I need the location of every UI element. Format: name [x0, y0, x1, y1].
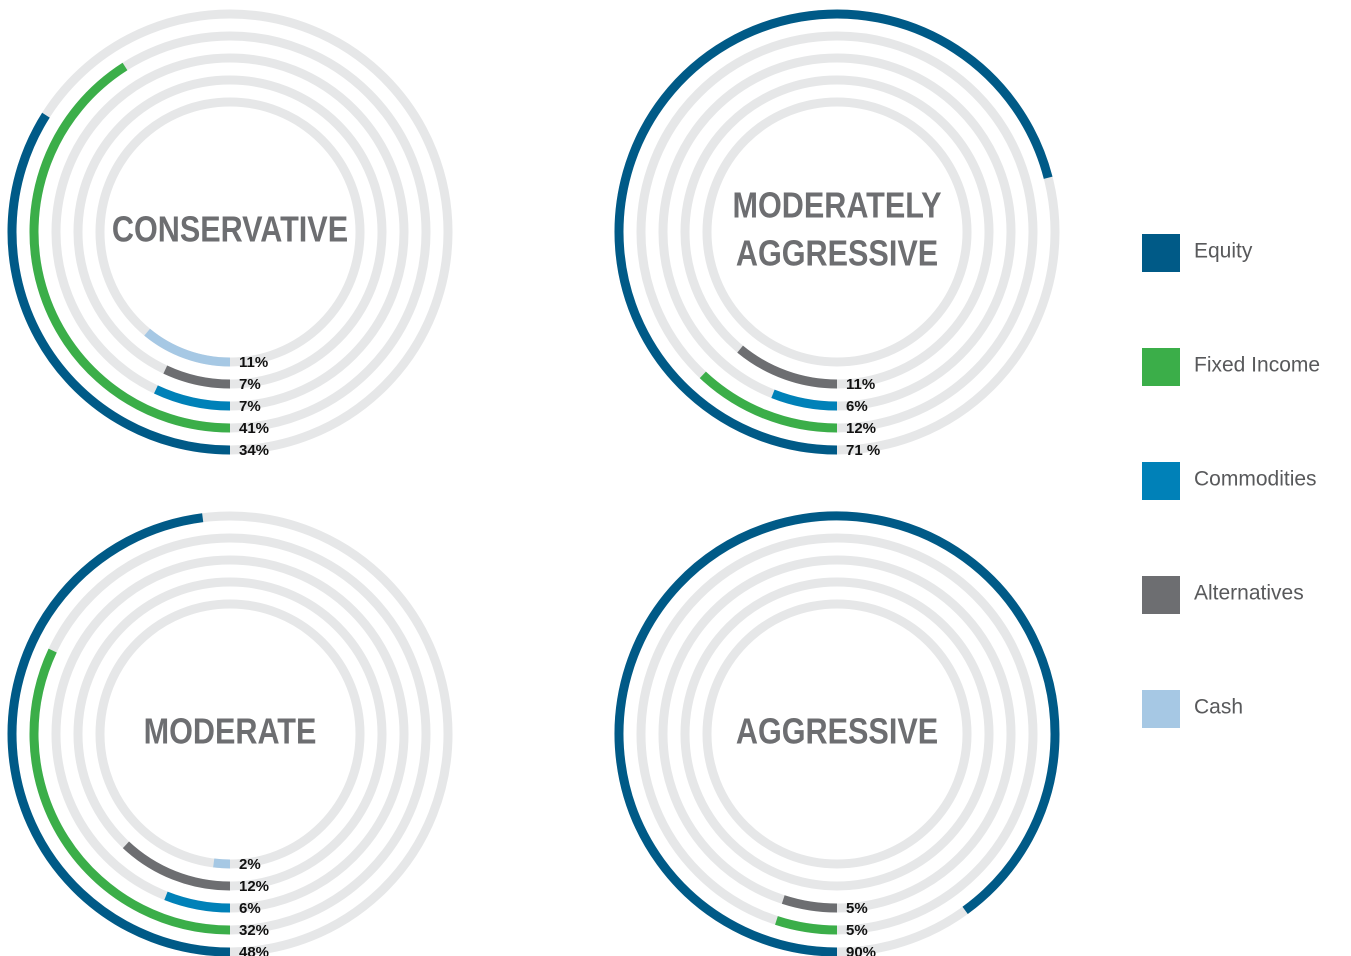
ring-track	[702, 97, 972, 367]
radial-bar	[614, 511, 1060, 956]
radial-bar	[29, 62, 231, 433]
ring-track	[680, 577, 994, 891]
radial-bar	[614, 9, 1053, 455]
radial-bar	[7, 513, 231, 956]
value-label: 11%	[846, 376, 875, 393]
legend-label: Alternatives	[1194, 582, 1304, 605]
radial-bar	[7, 112, 231, 455]
radial-bar	[144, 328, 231, 367]
radial-bar	[213, 858, 231, 869]
chart-title: MODERATELY	[732, 186, 941, 226]
radial-bar	[122, 841, 231, 891]
ring-track	[658, 53, 1016, 411]
chart-title: CONSERVATIVE	[112, 210, 348, 250]
value-label: 12%	[846, 420, 876, 437]
legend-swatch	[1142, 348, 1180, 386]
value-label: 34%	[239, 442, 269, 459]
chart-title: MODERATE	[144, 712, 317, 752]
radial-bar	[737, 345, 838, 389]
chart-title: AGGRESSIVE	[736, 712, 938, 752]
ring-track	[702, 599, 972, 869]
legend-label: Fixed Income	[1194, 354, 1320, 377]
ring-track	[680, 75, 994, 389]
value-label: 48%	[239, 944, 269, 956]
value-label: 6%	[239, 900, 261, 917]
radial-bar	[699, 371, 838, 433]
legend-swatch	[1142, 462, 1180, 500]
value-label: 90%	[846, 944, 876, 956]
value-label: 5%	[846, 900, 868, 917]
radial-bar	[163, 365, 231, 389]
value-label: 11%	[239, 354, 268, 371]
value-label: 71 %	[846, 442, 880, 459]
legend-swatch	[1142, 234, 1180, 272]
radial-bar	[781, 895, 838, 913]
radial-bar	[775, 916, 838, 935]
radial-bar	[771, 389, 838, 411]
radial-bar	[153, 385, 231, 411]
radial-bar	[164, 891, 231, 913]
chart-title: AGGRESSIVE	[736, 234, 938, 274]
value-label: 32%	[239, 922, 269, 939]
value-label: 7%	[239, 398, 261, 415]
legend-label: Equity	[1194, 240, 1253, 263]
value-label: 41%	[239, 420, 269, 437]
value-label: 12%	[239, 878, 269, 895]
value-label: 6%	[846, 398, 868, 415]
value-label: 7%	[239, 376, 261, 393]
radial-bar	[29, 648, 231, 935]
value-label: 2%	[239, 856, 261, 873]
legend-label: Cash	[1194, 696, 1243, 719]
ring-track	[636, 31, 1038, 433]
legend-swatch	[1142, 690, 1180, 728]
legend-label: Commodities	[1194, 468, 1317, 491]
legend-swatch	[1142, 576, 1180, 614]
value-label: 5%	[846, 922, 868, 939]
